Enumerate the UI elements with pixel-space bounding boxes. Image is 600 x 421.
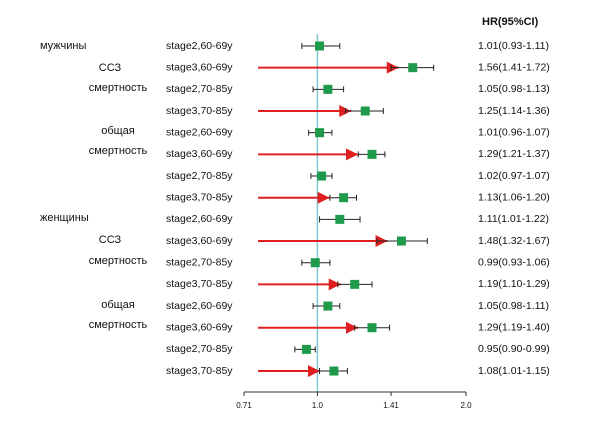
row-label: stage3,60-69y <box>166 235 233 247</box>
hr-label: 1.11(1.01-1.22) <box>478 213 549 225</box>
group-label: мужчины <box>40 40 86 52</box>
group-label: ССЗ <box>99 234 122 246</box>
hr-point <box>396 236 406 246</box>
hr-label: 1.48(1.32-1.67) <box>478 235 550 247</box>
hr-point <box>367 323 377 333</box>
row-label: stage2,70-85y <box>166 343 233 355</box>
hr-label: 1.13(1.06-1.20) <box>478 191 550 203</box>
group-label: общая <box>101 125 135 137</box>
x-tick-label: 0.71 <box>236 401 252 410</box>
group-label: ССЗ <box>99 62 122 74</box>
group-label: смертность <box>89 145 148 157</box>
row-label: stage3,70-85y <box>166 191 233 203</box>
row-label: stage2,60-69y <box>166 40 233 52</box>
hr-point <box>315 128 325 138</box>
hr-label: 1.01(0.93-1.11) <box>478 40 549 52</box>
hr-label: 1.19(1.10-1.29) <box>478 278 550 290</box>
hr-label: 1.02(0.97-1.07) <box>478 170 550 182</box>
row-label: stage3,70-85y <box>166 278 233 290</box>
hr-point <box>323 84 333 94</box>
hr-point <box>408 63 418 73</box>
hr-point <box>335 214 345 224</box>
x-tick-label: 1.41 <box>383 401 399 410</box>
hr-point <box>339 193 349 203</box>
group-label: общая <box>101 299 135 311</box>
hr-point <box>350 279 360 289</box>
hr-label: 1.05(0.98-1.11) <box>478 300 549 312</box>
hr-point <box>315 41 325 51</box>
group-label: смертность <box>89 82 148 94</box>
row-label: stage2,70-85y <box>166 256 233 268</box>
hr-label: 1.29(1.21-1.37) <box>478 148 550 160</box>
group-label: смертность <box>89 319 148 331</box>
hr-label: 1.56(1.41-1.72) <box>478 61 550 73</box>
hr-label: 1.05(0.98-1.13) <box>478 83 550 95</box>
row-label: stage3,60-69y <box>166 148 233 160</box>
row-label: stage2,60-69y <box>166 213 233 225</box>
row-label: stage3,60-69y <box>166 61 233 73</box>
hr-point <box>329 366 339 376</box>
x-tick-label: 1.0 <box>312 401 324 410</box>
hr-label: 1.08(1.01-1.15) <box>478 365 550 377</box>
row-label: stage3,70-85y <box>166 105 233 117</box>
row-label: stage2,60-69y <box>166 126 233 138</box>
hr-point <box>301 344 311 354</box>
hr-label: 0.95(0.90-0.99) <box>478 343 550 355</box>
hr-label: 1.25(1.14-1.36) <box>478 105 550 117</box>
group-label: женщины <box>40 212 89 224</box>
group-label: смертность <box>89 255 148 267</box>
hr-label: 1.01(0.96-1.07) <box>478 126 550 138</box>
hr-point <box>323 301 333 311</box>
hr-label: 1.29(1.19-1.40) <box>478 321 550 333</box>
row-label: stage2,70-85y <box>166 83 233 95</box>
row-label: stage2,70-85y <box>166 170 233 182</box>
row-label: stage3,60-69y <box>166 321 233 333</box>
x-tick-label: 2.0 <box>460 401 472 410</box>
hr-point <box>317 171 327 181</box>
row-label: stage3,70-85y <box>166 365 233 377</box>
hr-point <box>310 258 320 268</box>
hr-label: 0.99(0.93-1.06) <box>478 256 550 268</box>
column-header: HR(95%CI) <box>482 16 539 28</box>
row-label: stage2,60-69y <box>166 300 233 312</box>
hr-point <box>360 106 370 116</box>
hr-point <box>367 149 377 159</box>
